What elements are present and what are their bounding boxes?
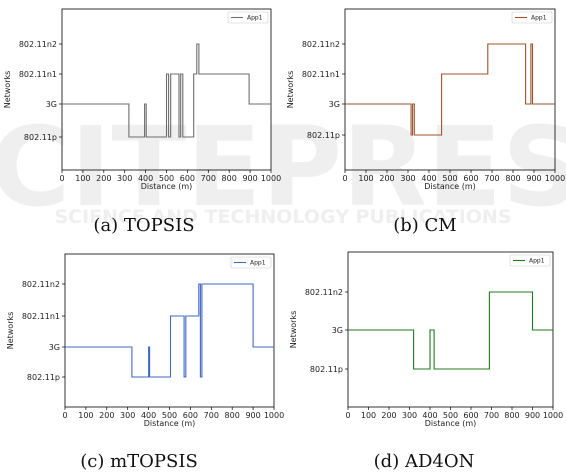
y-tick-label: 3G bbox=[46, 100, 57, 109]
x-tick-label: 700 bbox=[204, 411, 219, 420]
x-tick-label: 500 bbox=[442, 174, 457, 183]
series-line-app1 bbox=[348, 291, 553, 370]
x-tick-label: 800 bbox=[222, 174, 237, 183]
x-tick-label: 700 bbox=[484, 411, 499, 420]
series-line-app1 bbox=[345, 43, 555, 136]
x-tick-label: 600 bbox=[183, 411, 198, 420]
y-tick-label: 802.11n1 bbox=[302, 70, 340, 79]
x-tick-label: 200 bbox=[99, 411, 114, 420]
chart-panel-2: 0 100 200 300 400 500 600 700 800 900 1000 802.11p 3… bbox=[286, 8, 565, 236]
x-tick-label: 100 bbox=[361, 411, 376, 420]
x-tick-label: 1000 bbox=[261, 174, 281, 183]
x-tick-label: 300 bbox=[120, 411, 135, 420]
x-tick-label: 900 bbox=[245, 411, 260, 420]
x-tick-label: 0 bbox=[345, 411, 350, 420]
y-tick-label: 802.11n2 bbox=[19, 40, 57, 49]
y-tick-label: 3G bbox=[332, 326, 343, 335]
legend-box bbox=[509, 254, 551, 267]
chart-panel-4: 0 100 200 300 400 500 600 700 800 900 1000 802.11p 3… bbox=[289, 251, 563, 472]
legend-label: App1 bbox=[529, 258, 545, 265]
subfigure-caption: (b) CM bbox=[393, 215, 457, 236]
y-tick-label: 802.11n1 bbox=[19, 70, 57, 79]
x-tick-label: 700 bbox=[201, 174, 216, 183]
y-tick-label: 802.11p bbox=[310, 365, 343, 374]
x-axis-title: Distance (m) bbox=[424, 182, 476, 191]
x-tick-label: 1000 bbox=[264, 411, 284, 420]
x-tick-label: 300 bbox=[400, 174, 415, 183]
chart-panel-3: 0 100 200 300 400 500 600 700 800 900 1000 802.11p 3… bbox=[6, 253, 284, 472]
x-tick-label: 1000 bbox=[545, 174, 565, 183]
y-tick-label: 802.11n1 bbox=[22, 312, 60, 321]
x-tick-label: 400 bbox=[141, 411, 156, 420]
legend-label: App1 bbox=[250, 260, 266, 267]
legend-label: App1 bbox=[531, 15, 547, 22]
legend-box bbox=[227, 11, 269, 24]
x-tick-label: 900 bbox=[526, 174, 541, 183]
legend: App1 bbox=[509, 254, 551, 267]
x-tick-label: 400 bbox=[422, 411, 437, 420]
x-tick-label: 500 bbox=[159, 174, 174, 183]
y-tick-label: 802.11p bbox=[27, 373, 60, 382]
x-tick-label: 500 bbox=[443, 411, 458, 420]
x-tick-label: 800 bbox=[504, 411, 519, 420]
legend: App1 bbox=[230, 256, 272, 269]
series-line-app1 bbox=[62, 43, 271, 138]
subfigure-caption: (d) AD4ON bbox=[374, 451, 475, 472]
x-tick-label: 800 bbox=[505, 174, 520, 183]
x-tick-label: 500 bbox=[162, 411, 177, 420]
x-tick-label: 800 bbox=[225, 411, 240, 420]
x-tick-label: 600 bbox=[463, 411, 478, 420]
y-tick-label: 3G bbox=[329, 100, 340, 109]
x-tick-label: 400 bbox=[421, 174, 436, 183]
y-axis-title: Networks bbox=[289, 311, 298, 349]
x-tick-label: 0 bbox=[62, 411, 67, 420]
legend-label: App1 bbox=[247, 15, 263, 22]
x-tick-label: 400 bbox=[138, 174, 153, 183]
x-tick-label: 600 bbox=[463, 174, 478, 183]
legend: App1 bbox=[511, 11, 553, 24]
legend-box bbox=[230, 256, 272, 269]
legend-box bbox=[511, 11, 553, 24]
plot-frame bbox=[64, 253, 275, 408]
x-axis-title: Distance (m) bbox=[144, 419, 196, 428]
y-axis-title: Networks bbox=[3, 71, 12, 109]
x-tick-label: 200 bbox=[96, 174, 111, 183]
x-tick-label: 900 bbox=[525, 411, 540, 420]
x-tick-label: 300 bbox=[402, 411, 417, 420]
x-tick-label: 900 bbox=[242, 174, 257, 183]
y-tick-label: 802.11n2 bbox=[302, 40, 340, 49]
x-tick-label: 200 bbox=[381, 411, 396, 420]
x-tick-label: 0 bbox=[342, 174, 347, 183]
x-axis-title: Distance (m) bbox=[425, 419, 477, 428]
y-tick-label: 3G bbox=[49, 343, 60, 352]
x-axis-title: Distance (m) bbox=[141, 182, 193, 191]
chart-panel-1: 0 100 200 300 400 500 600 700 800 900 1000 802.11p 3… bbox=[3, 8, 281, 236]
x-tick-label: 100 bbox=[358, 174, 373, 183]
x-tick-label: 300 bbox=[117, 174, 132, 183]
subfigure-caption: (a) TOPSIS bbox=[93, 215, 194, 236]
series-line-app1 bbox=[65, 283, 274, 378]
x-tick-label: 1000 bbox=[543, 411, 563, 420]
y-tick-label: 802.11p bbox=[24, 133, 57, 142]
y-axis-title: Networks bbox=[6, 312, 15, 350]
plot-frame bbox=[344, 8, 556, 171]
y-tick-label: 802.11n2 bbox=[305, 288, 343, 297]
legend: App1 bbox=[227, 11, 269, 24]
y-axis-title: Networks bbox=[286, 71, 295, 109]
x-tick-label: 200 bbox=[379, 174, 394, 183]
x-tick-label: 700 bbox=[484, 174, 499, 183]
x-tick-label: 100 bbox=[78, 411, 93, 420]
y-tick-label: 802.11n2 bbox=[22, 280, 60, 289]
x-tick-label: 100 bbox=[75, 174, 90, 183]
x-tick-label: 600 bbox=[180, 174, 195, 183]
subfigure-caption: (c) mTOPSIS bbox=[80, 451, 198, 472]
y-tick-label: 802.11p bbox=[307, 131, 340, 140]
x-tick-label: 0 bbox=[59, 174, 64, 183]
